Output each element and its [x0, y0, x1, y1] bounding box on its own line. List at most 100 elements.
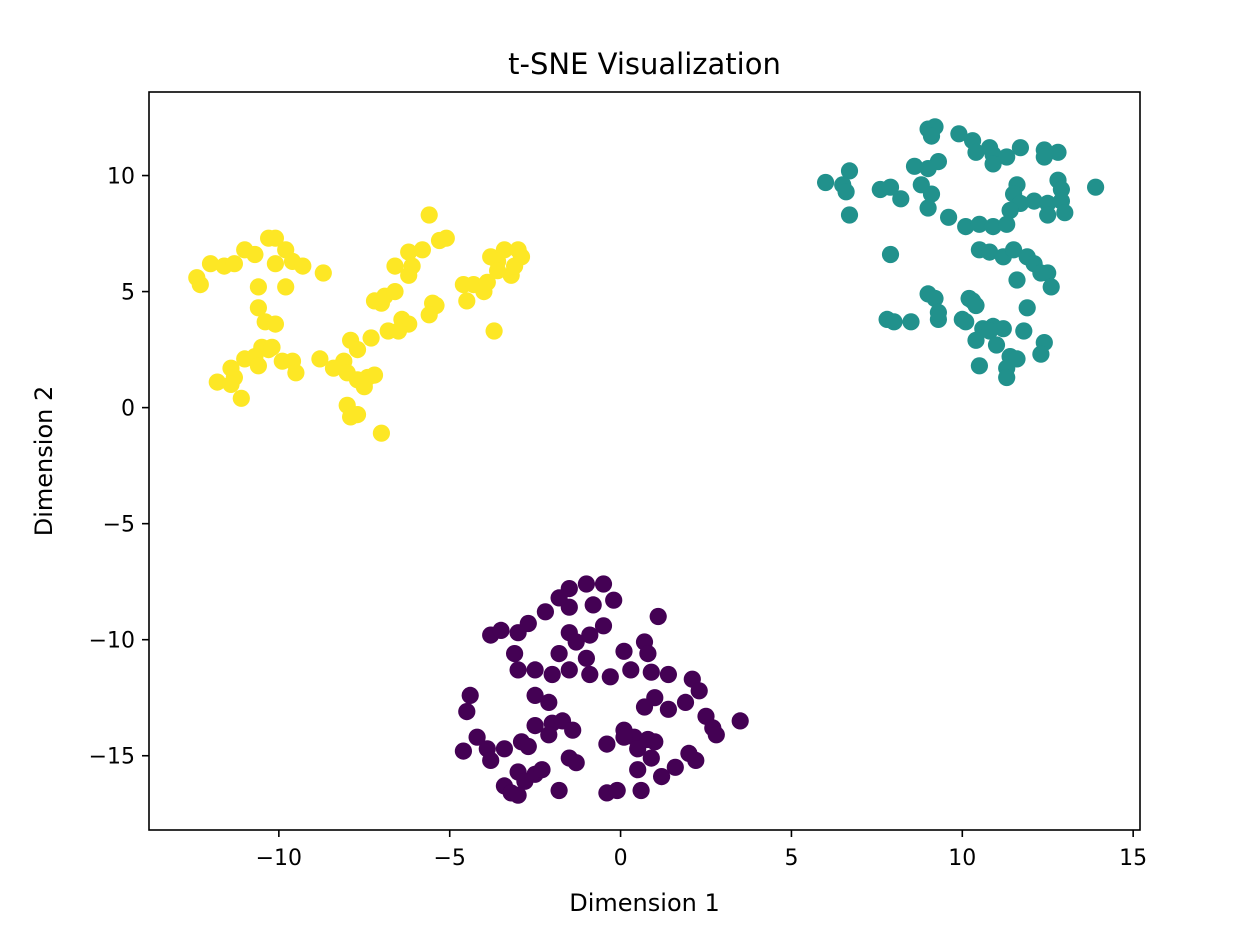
scatter-point: [957, 218, 975, 236]
scatter-point: [246, 245, 264, 264]
scatter-point: [458, 292, 476, 310]
x-tick-label: 10: [948, 846, 976, 871]
scatter-point: [505, 645, 524, 663]
scatter-point: [659, 700, 678, 718]
scatter-point: [1018, 299, 1036, 317]
scatter-point: [540, 726, 558, 744]
scatter-point: [1015, 322, 1033, 340]
scatter-point: [536, 603, 555, 621]
scatter-point: [581, 665, 599, 684]
scatter-point: [902, 313, 920, 331]
scatter-point: [454, 742, 472, 760]
scatter-point: [420, 306, 438, 324]
scatter-point: [981, 243, 999, 261]
x-tick-label: 15: [1119, 846, 1147, 871]
scatter-point: [1056, 204, 1074, 222]
scatter-point: [646, 733, 664, 751]
scatter-point: [201, 255, 220, 273]
scatter-point: [635, 698, 654, 716]
scatter-point: [314, 264, 332, 282]
scatter-point: [905, 157, 924, 175]
scatter-point: [492, 621, 510, 640]
scatter-point: [629, 761, 647, 779]
scatter-point: [632, 781, 650, 800]
scatter-point: [543, 665, 561, 684]
scatter-point: [505, 257, 524, 275]
scatter-point: [919, 160, 937, 178]
scatter-point: [263, 338, 281, 356]
scatter-point: [707, 726, 725, 744]
scatter-point: [386, 283, 404, 301]
scatter-point: [478, 273, 496, 291]
scatter-point: [294, 257, 312, 275]
scatter-point: [987, 336, 1006, 354]
scatter-point: [594, 575, 613, 593]
scatter-point: [687, 751, 705, 770]
scatter-point: [922, 127, 941, 145]
scatter-point: [526, 661, 544, 679]
scatter-point: [922, 185, 941, 203]
scatter-point: [400, 243, 418, 261]
scatter-point: [642, 749, 660, 767]
scatter-point: [550, 645, 568, 663]
scatter-point: [1087, 178, 1105, 196]
scatter-point: [533, 761, 551, 779]
scatter-point: [1011, 139, 1029, 157]
scatter-point: [413, 241, 431, 259]
scatter-point: [994, 320, 1012, 338]
scatter-points: [188, 118, 1105, 804]
scatter-point: [615, 728, 633, 746]
scatter-point: [495, 740, 513, 758]
scatter-point: [564, 721, 582, 739]
scatter-point: [461, 686, 479, 705]
scatter-point: [519, 614, 537, 633]
scatter-point: [540, 693, 558, 712]
scatter-point: [998, 148, 1016, 166]
scatter-point: [690, 682, 708, 700]
scatter-point: [1035, 148, 1053, 166]
scatter-point: [516, 772, 534, 790]
scatter-point: [881, 245, 900, 264]
x-tick-label: 5: [784, 846, 798, 871]
scatter-point: [236, 350, 254, 368]
scatter-point: [967, 331, 985, 349]
scatter-point: [577, 649, 596, 667]
scatter-point: [560, 661, 578, 679]
scatter-point: [560, 598, 578, 616]
scatter-point: [277, 278, 295, 296]
scatter-point: [929, 303, 948, 322]
y-axis-ticks: −15 −10 −5 0 5 10: [89, 165, 149, 770]
y-tick-label: −15: [89, 745, 135, 770]
y-tick-label: 10: [107, 165, 135, 190]
y-axis-label: Dimension 2: [30, 386, 58, 536]
scatter-point: [519, 737, 537, 756]
scatter-point: [615, 642, 633, 660]
scatter-point: [881, 178, 900, 196]
scatter-point: [458, 703, 476, 721]
scatter-point: [372, 424, 390, 442]
scatter-point: [817, 173, 835, 192]
x-tick-label: −10: [256, 846, 302, 871]
scatter-point: [970, 215, 989, 233]
scatter-point: [598, 735, 616, 753]
scatter-point: [984, 155, 1002, 173]
scatter-point: [584, 596, 602, 614]
scatter-point: [1001, 201, 1019, 219]
scatter-point: [940, 208, 958, 226]
scatter-point: [1025, 192, 1043, 210]
scatter-point: [950, 125, 968, 143]
scatter-point: [577, 575, 596, 593]
scatter-point: [666, 758, 684, 776]
scatter-point: [389, 322, 408, 340]
scatter-point: [981, 322, 999, 340]
scatter-point: [482, 751, 500, 770]
scatter-point: [1039, 206, 1057, 224]
plot-frame: [148, 91, 1141, 831]
scatter-point: [266, 229, 284, 247]
scatter-point: [567, 633, 585, 651]
x-tick-label: 0: [614, 846, 628, 871]
scatter-point: [840, 162, 859, 180]
scatter-point: [287, 364, 305, 382]
scatter-point: [362, 329, 380, 347]
